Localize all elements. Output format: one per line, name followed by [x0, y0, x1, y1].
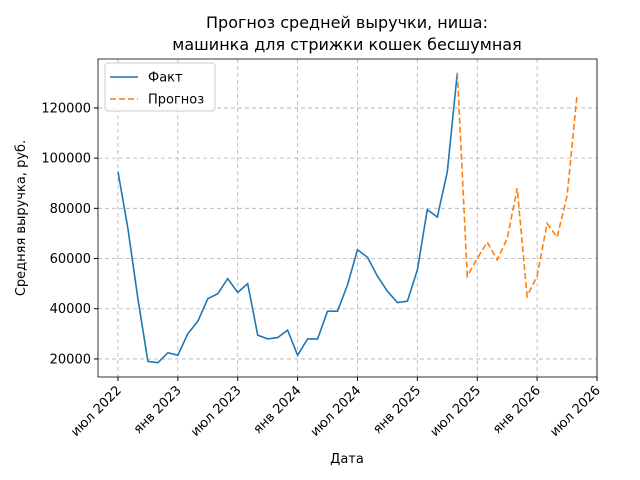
x-tick-label: июл 2023 [188, 383, 245, 440]
x-tick-label: янв 2024 [251, 383, 305, 437]
x-tick-label: янв 2023 [131, 383, 185, 437]
series-line [117, 72, 459, 364]
x-tick-label: янв 2025 [370, 383, 424, 437]
x-tick-label: янв 2026 [490, 383, 544, 437]
y-tick-label: 100000 [41, 152, 91, 167]
y-tick-label: 120000 [41, 101, 91, 116]
y-tick-label: 40000 [50, 302, 91, 317]
x-tick-label: июл 2024 [308, 383, 365, 440]
x-axis-label: Дата [330, 452, 364, 467]
chart-title: Прогноз средней выручки, ниша: [206, 13, 488, 32]
chart-title: машинка для стрижки кошек бесшумная [172, 35, 521, 54]
y-tick-label: 80000 [50, 202, 91, 217]
y-tick-label: 20000 [50, 352, 91, 367]
x-tick-label: июл 2026 [547, 383, 604, 440]
x-tick-label: июл 2022 [68, 383, 125, 440]
x-tick-label: июл 2025 [428, 383, 485, 440]
y-axis-label: Средняя выручка, руб. [14, 140, 29, 296]
legend-label: Факт [148, 71, 183, 86]
series-line [456, 72, 578, 300]
y-tick-label: 60000 [50, 252, 91, 267]
plot-frame [97, 58, 598, 378]
legend-label: Прогноз [148, 93, 204, 108]
